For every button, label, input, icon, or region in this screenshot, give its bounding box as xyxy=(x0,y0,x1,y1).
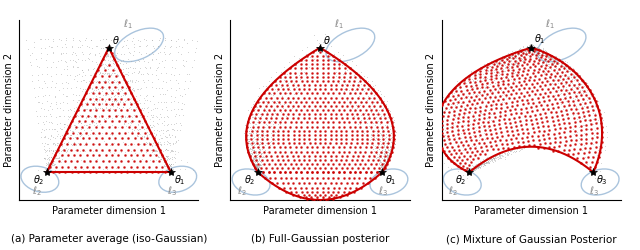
Text: $\theta_3$: $\theta_3$ xyxy=(596,174,608,188)
Text: $\ell_2$: $\ell_2$ xyxy=(31,184,42,198)
Text: $\theta_1$: $\theta_1$ xyxy=(385,174,396,188)
Text: $\theta_2$: $\theta_2$ xyxy=(244,174,255,188)
Y-axis label: Parameter dimension 2: Parameter dimension 2 xyxy=(4,53,13,167)
Text: $\theta_2$: $\theta_2$ xyxy=(33,174,44,188)
Text: $\ell_1$: $\ell_1$ xyxy=(123,17,132,31)
X-axis label: Parameter dimension 1: Parameter dimension 1 xyxy=(52,206,166,216)
Y-axis label: Parameter dimension 2: Parameter dimension 2 xyxy=(426,53,436,167)
Text: $\ell_1$: $\ell_1$ xyxy=(545,17,555,31)
Text: $\theta$: $\theta$ xyxy=(323,34,330,46)
Text: $\theta$: $\theta$ xyxy=(111,34,119,46)
Text: (b) Full-Gaussian posterior: (b) Full-Gaussian posterior xyxy=(251,234,389,244)
X-axis label: Parameter dimension 1: Parameter dimension 1 xyxy=(263,206,377,216)
Text: $\ell_3$: $\ell_3$ xyxy=(166,184,177,198)
Text: $\ell_1$: $\ell_1$ xyxy=(334,17,344,31)
Text: $\ell_2$: $\ell_2$ xyxy=(237,184,247,198)
Text: (a) Parameter average (iso-Gaussian): (a) Parameter average (iso-Gaussian) xyxy=(11,234,207,244)
X-axis label: Parameter dimension 1: Parameter dimension 1 xyxy=(474,206,588,216)
Text: $\theta_1$: $\theta_1$ xyxy=(173,174,185,188)
Text: $\theta_1$: $\theta_1$ xyxy=(534,32,545,46)
Y-axis label: Parameter dimension 2: Parameter dimension 2 xyxy=(215,53,225,167)
Text: (c) Mixture of Gaussian Posterior: (c) Mixture of Gaussian Posterior xyxy=(446,234,616,244)
Text: $\ell_3$: $\ell_3$ xyxy=(378,184,388,198)
Text: $\ell_2$: $\ell_2$ xyxy=(449,184,458,198)
Text: $\ell_3$: $\ell_3$ xyxy=(589,184,599,198)
Text: $\theta_2$: $\theta_2$ xyxy=(455,174,467,188)
